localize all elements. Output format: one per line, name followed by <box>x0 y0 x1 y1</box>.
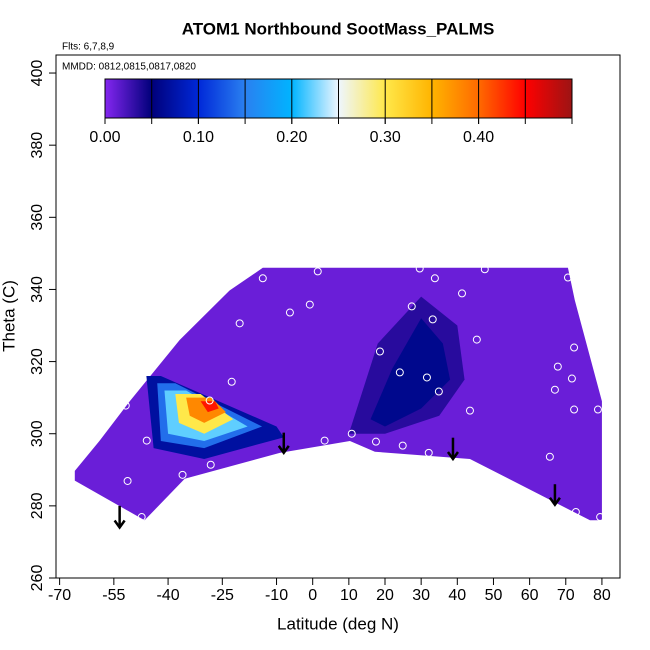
x-tick-label: -25 <box>211 587 234 604</box>
x-tick-label: -40 <box>157 587 180 604</box>
observation-point <box>570 343 579 352</box>
observation-point <box>395 368 404 377</box>
observation-point <box>285 308 294 317</box>
arrow <box>446 437 459 462</box>
observation-point <box>415 264 424 273</box>
flights-note: Flts: 6,7,8,9 <box>62 42 115 53</box>
x-tick-label: -10 <box>265 587 288 604</box>
observation-point <box>422 373 431 382</box>
observation-point <box>563 273 572 282</box>
observation-point <box>178 470 187 479</box>
x-tick-label: 70 <box>557 587 575 604</box>
colorbar-tick-label: 0.10 <box>183 129 214 146</box>
x-tick-label: -55 <box>102 587 125 604</box>
observation-point <box>227 377 236 386</box>
observation-point <box>320 436 329 445</box>
arrow-head <box>548 497 561 507</box>
arrow-head <box>277 445 290 455</box>
colorbar-tick-label: 0.00 <box>89 129 120 146</box>
observation-point <box>428 315 437 324</box>
y-tick-label: 340 <box>29 276 46 303</box>
observation-point <box>434 387 443 396</box>
x-tick-label: 50 <box>485 587 503 604</box>
y-tick-label: 280 <box>29 492 46 519</box>
observation-point <box>371 437 380 446</box>
observation-point <box>550 385 559 394</box>
arrow <box>113 505 126 530</box>
observation-point <box>121 401 130 410</box>
x-tick-label: 40 <box>448 587 466 604</box>
x-tick-label: 0 <box>308 587 317 604</box>
x-tick-label: 80 <box>593 587 611 604</box>
contour-region <box>370 318 451 427</box>
arrow-head <box>113 519 126 530</box>
dates-note: MMDD: 0812,0815,0817,0820 <box>62 62 196 73</box>
observation-point <box>398 441 407 450</box>
observation-point <box>567 374 576 383</box>
observation-point <box>472 335 481 344</box>
y-tick-label: 400 <box>29 60 46 87</box>
observation-point <box>123 476 132 485</box>
observation-point <box>205 396 214 405</box>
colorbar-tick-label: 0.40 <box>463 129 494 146</box>
observation-point <box>570 405 579 414</box>
arrow <box>277 432 290 455</box>
observation-point <box>480 265 489 274</box>
observation-point <box>424 448 433 457</box>
observation-point <box>206 460 215 469</box>
field <box>74 267 602 521</box>
y-tick-label: 380 <box>29 132 46 159</box>
x-tick-label: 10 <box>340 587 358 604</box>
region-shape <box>370 318 451 427</box>
x-tick-label: 20 <box>376 587 394 604</box>
observation-point <box>458 289 467 298</box>
plot-frame <box>55 54 621 579</box>
observation-point <box>430 274 439 283</box>
observation-point <box>465 406 474 415</box>
observation-point <box>545 452 554 461</box>
arrow-head <box>446 451 459 462</box>
observation-point <box>407 302 416 311</box>
x-axis-label: Latitude (deg N) <box>277 614 399 633</box>
observation-point <box>347 429 356 438</box>
x-tick-label: 30 <box>412 587 430 604</box>
observation-point <box>258 274 267 283</box>
x-tick-label: -70 <box>48 587 71 604</box>
observation-point <box>375 347 384 356</box>
x-tick-label: 60 <box>521 587 539 604</box>
chart-title: ATOM1 Northbound SootMass_PALMS <box>182 19 495 38</box>
observation-point <box>383 258 392 267</box>
observation-point <box>313 267 322 276</box>
y-tick-label: 360 <box>29 204 46 231</box>
observation-point <box>593 405 602 414</box>
y-tick-label: 260 <box>29 565 46 592</box>
y-tick-label: 320 <box>29 348 46 375</box>
observation-point <box>571 507 580 516</box>
observation-point <box>553 362 562 371</box>
observation-point <box>596 513 605 522</box>
colorbar-tick-label: 0.30 <box>370 129 401 146</box>
observation-point <box>137 513 146 522</box>
observation-point <box>305 300 314 309</box>
region-shape <box>200 401 219 413</box>
y-axis-label: Theta (C) <box>0 280 18 352</box>
arrow <box>548 484 561 507</box>
observation-point <box>235 319 244 328</box>
contour-region <box>200 401 219 413</box>
colorbar-tick-label: 0.20 <box>276 129 307 146</box>
observation-point <box>142 436 151 445</box>
y-tick-label: 300 <box>29 420 46 447</box>
